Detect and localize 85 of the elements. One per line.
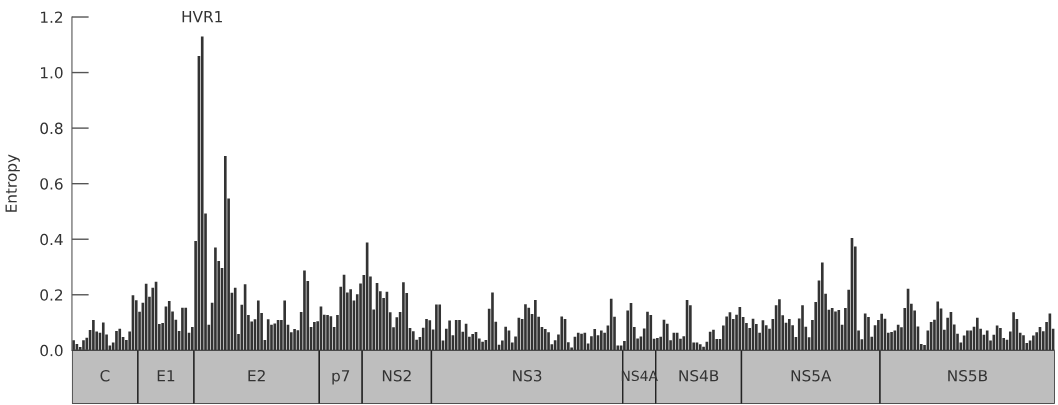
- bar: [1022, 335, 1025, 351]
- bar: [283, 300, 286, 351]
- bar: [303, 270, 306, 351]
- bar: [256, 300, 260, 351]
- bar: [580, 333, 583, 351]
- bar: [1032, 335, 1035, 351]
- bar: [504, 326, 507, 351]
- bar: [184, 307, 188, 351]
- bar: [702, 346, 705, 351]
- bar: [326, 315, 329, 351]
- bar: [200, 36, 204, 351]
- bar: [448, 320, 451, 351]
- bar: [867, 316, 870, 351]
- bar: [534, 300, 537, 351]
- bar: [576, 332, 580, 351]
- bar: [656, 338, 659, 351]
- text: p7: [332, 370, 350, 385]
- y-tick-label: 0.8: [40, 122, 63, 135]
- bar: [778, 299, 781, 351]
- bar: [966, 330, 969, 351]
- bar: [820, 262, 824, 351]
- bar: [118, 328, 122, 351]
- bar: [600, 330, 603, 351]
- bar: [167, 300, 171, 351]
- bar: [976, 317, 979, 351]
- bar: [837, 310, 841, 351]
- bar: [788, 318, 791, 351]
- bar: [223, 155, 227, 351]
- y-tick-label: 1.2: [40, 11, 63, 23]
- bar: [214, 247, 217, 351]
- bar: [233, 287, 237, 351]
- bar: [880, 313, 883, 351]
- bar: [293, 328, 296, 351]
- text: NS5A: [791, 369, 832, 382]
- text: E1: [157, 370, 175, 382]
- bar: [969, 330, 973, 351]
- bar: [491, 292, 494, 351]
- bar: [402, 282, 405, 351]
- bar: [547, 332, 550, 351]
- y-tick-label: 0.2: [40, 289, 63, 301]
- bar: [92, 320, 95, 351]
- bar: [471, 333, 474, 351]
- text: NS3: [513, 369, 542, 382]
- bar: [313, 321, 316, 351]
- text: E2: [248, 369, 265, 382]
- bar: [609, 298, 613, 351]
- bar: [834, 311, 837, 351]
- bar: [801, 305, 804, 351]
- annotation: HVR1: [182, 11, 222, 23]
- bar: [82, 340, 85, 351]
- bar: [266, 319, 270, 351]
- bar: [999, 328, 1002, 351]
- bar: [458, 320, 461, 351]
- bar: [181, 307, 184, 351]
- bar: [665, 323, 669, 351]
- bar: [1012, 312, 1015, 351]
- bar: [936, 301, 940, 351]
- y-tick-label: 0.0: [40, 344, 63, 357]
- bar: [527, 307, 531, 351]
- y-tick-label: 1.0: [40, 67, 63, 79]
- bar: [101, 322, 105, 351]
- y-tick-label: 0.6: [40, 178, 63, 190]
- bar: [425, 318, 428, 351]
- bar: [593, 328, 597, 351]
- y-axis-title: Entropy: [5, 154, 20, 212]
- bar: [646, 311, 649, 351]
- bar: [524, 304, 527, 351]
- bar: [985, 330, 989, 351]
- bar: [481, 341, 484, 351]
- bar: [649, 315, 653, 351]
- bar: [712, 329, 715, 351]
- bar: [454, 320, 458, 351]
- text: NS4B: [679, 369, 719, 382]
- bar: [755, 323, 758, 351]
- bar: [438, 304, 442, 351]
- text: NS2: [382, 369, 411, 382]
- bar: [890, 331, 893, 351]
- y-tick-label: 0.4: [40, 233, 63, 246]
- text: C: [100, 369, 110, 382]
- bar: [428, 320, 432, 351]
- text: NS5B: [948, 369, 987, 382]
- bar: [115, 330, 118, 351]
- bar: [349, 289, 352, 351]
- bar: [725, 316, 728, 351]
- bar: [435, 304, 438, 351]
